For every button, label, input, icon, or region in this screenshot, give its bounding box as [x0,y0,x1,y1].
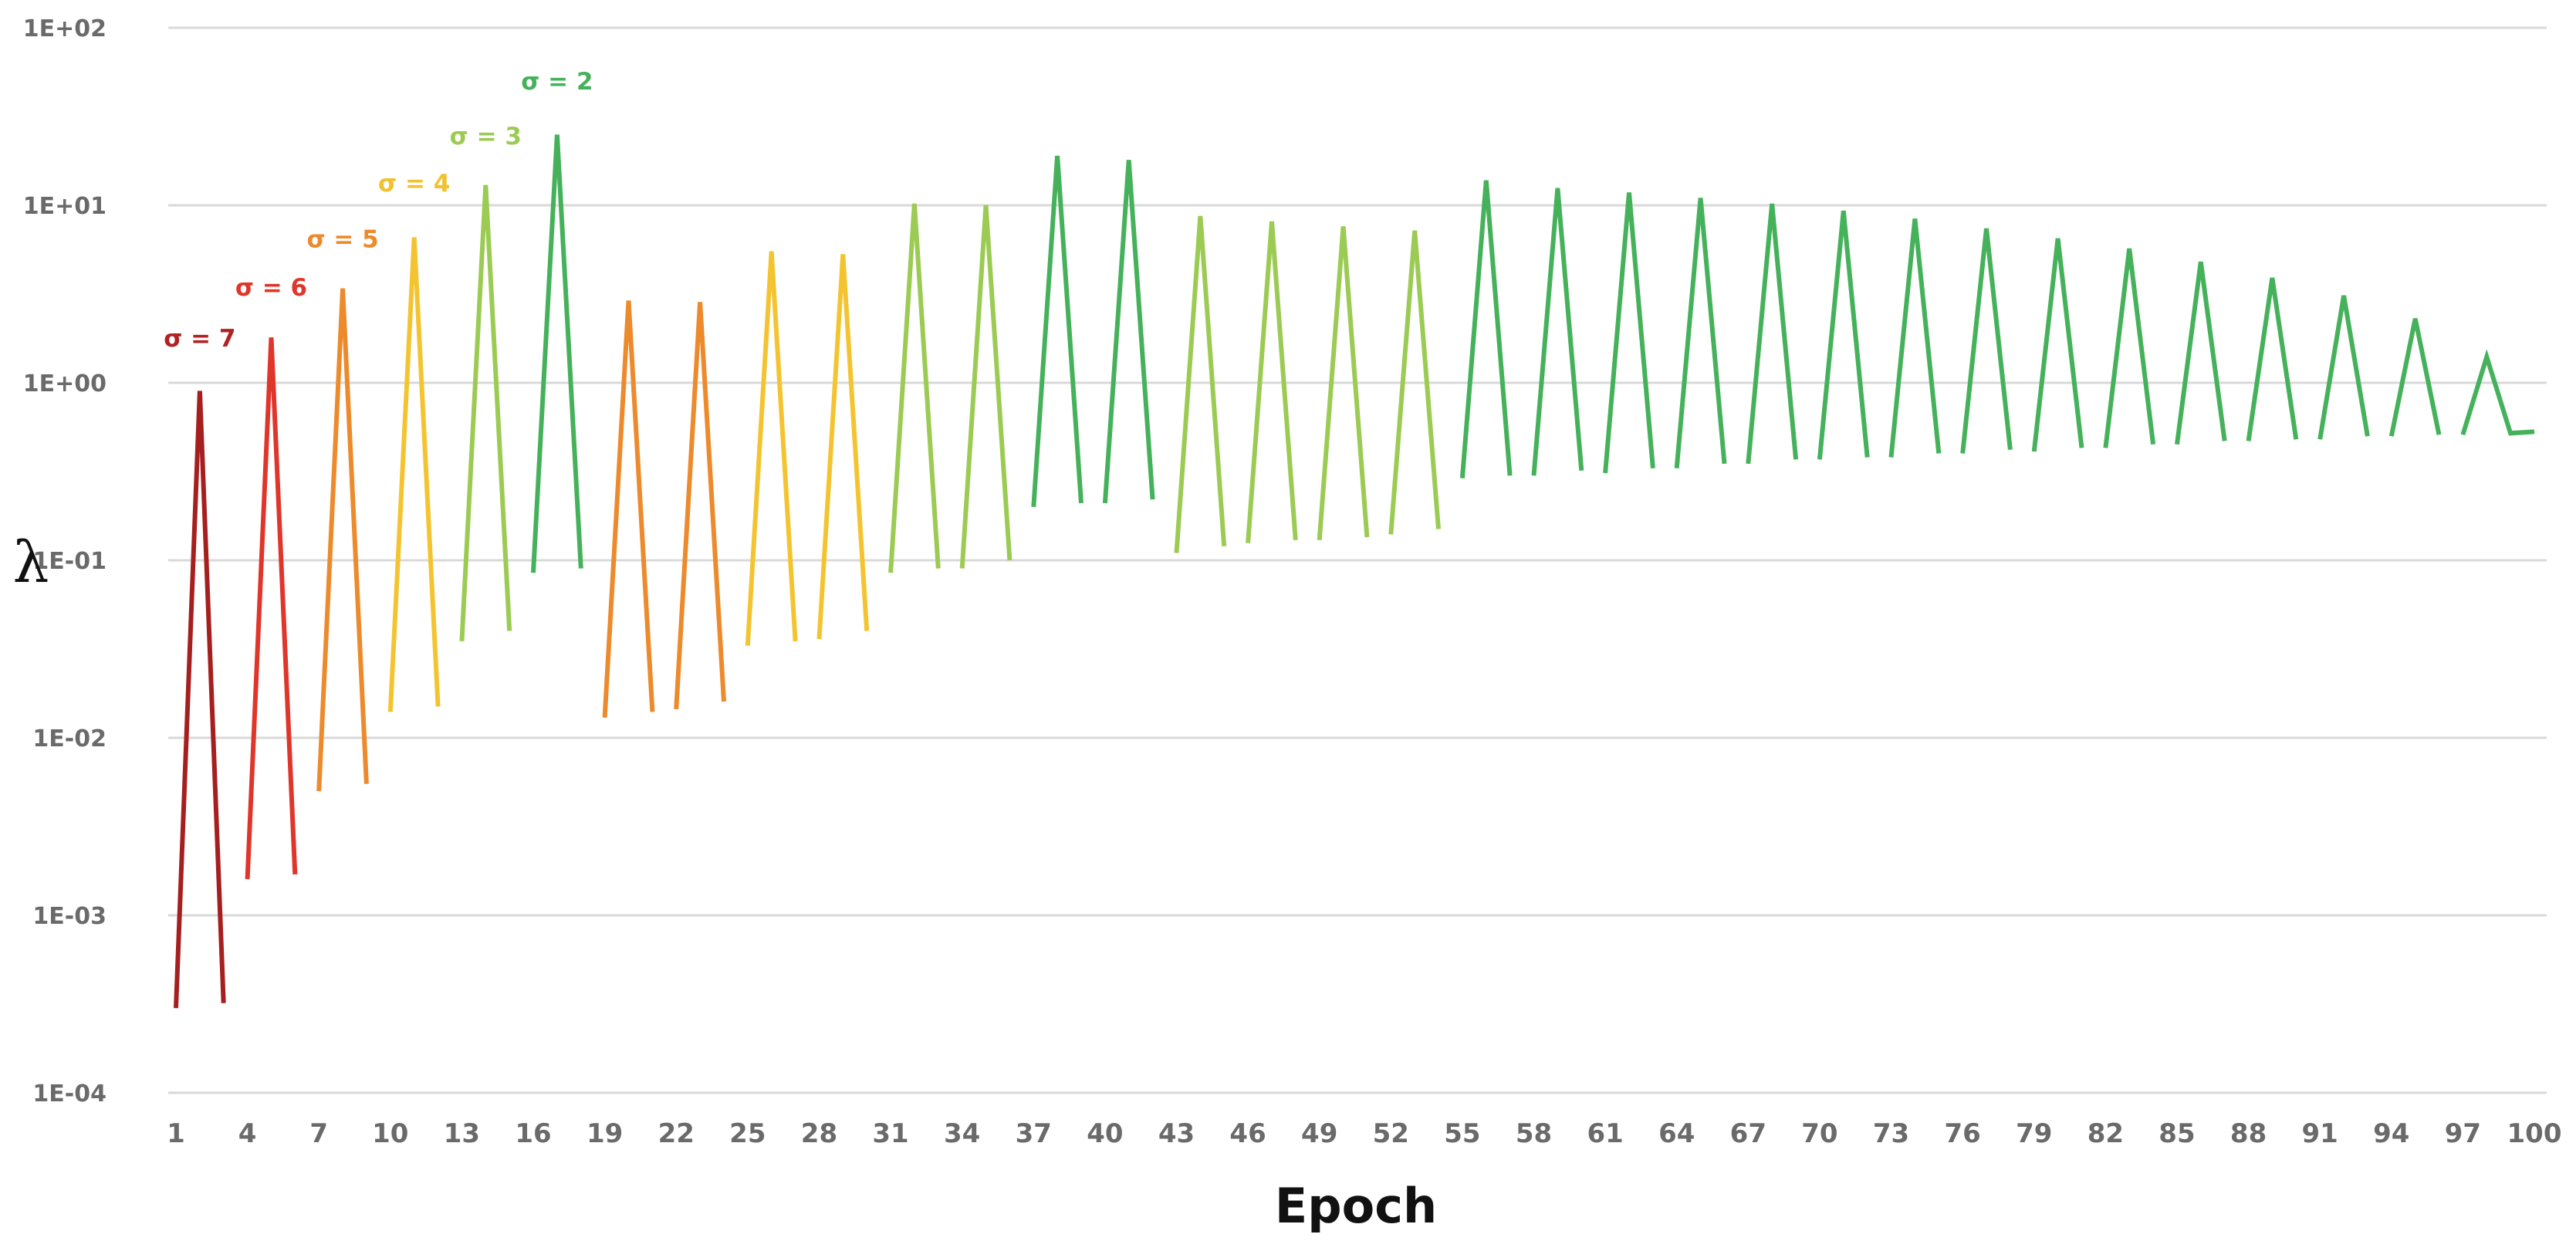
x-tick-label: 28 [801,1118,837,1149]
series-line [1960,228,2013,454]
x-tick-label: 19 [587,1118,623,1149]
y-tick-label: 1E-03 [32,903,106,930]
x-tick-label: 22 [658,1118,695,1149]
x-tick-label: 91 [2302,1118,2338,1149]
y-tick-label: 1E+00 [23,370,106,397]
x-tick-label: 46 [1229,1118,1266,1149]
x-tick-label: 13 [444,1118,480,1149]
sigma-annotation: σ = 7 [164,325,235,353]
x-tick-label: 49 [1301,1118,1337,1149]
y-tick-label: 1E-01 [32,548,106,575]
x-tick-label: 64 [1658,1118,1695,1149]
y-tick-label: 1E+01 [23,193,106,220]
x-axis-ticks: 1 4 7 10 13 16 19 22 25 28 31 34 37 40 43 46 49 52 55 58 61 6… [167,1118,2561,1149]
series-line [888,203,941,573]
sigma-annotation: σ = 4 [378,170,450,198]
x-tick-label: 88 [2230,1118,2267,1149]
series-line [2175,261,2227,445]
series-line [245,337,298,880]
x-tick-label: 79 [2016,1118,2052,1149]
series-line [1603,192,1655,474]
series-line [2388,318,2442,437]
x-tick-label: 40 [1087,1118,1123,1149]
series-line [745,251,798,646]
x-tick-label: 25 [729,1118,766,1149]
x-tick-label: 34 [944,1118,980,1149]
x-tick-label: 16 [515,1118,551,1149]
series-line [2460,349,2535,436]
series-line [1817,210,1870,460]
series-line [1246,221,1298,543]
x-tick-label: 61 [1587,1118,1623,1149]
x-tick-label: 37 [1016,1118,1052,1149]
series-line [1317,226,1370,541]
x-tick-label: 55 [1444,1118,1480,1149]
series-line [2246,277,2299,441]
series-line [316,288,369,792]
series-line [174,391,226,1009]
x-tick-label: 10 [372,1118,408,1149]
series-line [602,300,655,718]
x-tick-label: 67 [1730,1118,1766,1149]
series-line [816,254,870,640]
series-lines [174,134,2535,1009]
y-tick-label: 1E+02 [23,15,106,42]
series-line [1102,160,1155,504]
series-line [387,237,441,712]
series-line [2317,295,2370,440]
x-tick-label: 7 [309,1118,328,1149]
annotations: σ = 7σ = 6 σ = 5σ = 4σ = 3 σ = 2 [164,68,593,353]
series-line [1674,198,1727,468]
x-tick-label: 4 [238,1118,257,1149]
x-tick-label: 1 [167,1118,185,1149]
sigma-annotation: σ = 5 [306,225,378,253]
x-tick-label: 97 [2445,1118,2481,1149]
gridlines [168,26,2547,1094]
series-line [1888,218,1942,458]
series-line [1031,155,1083,508]
series-line [2031,238,2084,452]
x-tick-label: 82 [2088,1118,2124,1149]
x-tick-label: 43 [1158,1118,1195,1149]
y-tick-label: 1E-04 [32,1080,106,1107]
x-tick-label: 94 [2373,1118,2409,1149]
x-tick-label: 52 [1373,1118,1409,1149]
sigma-annotation: σ = 3 [450,123,522,150]
series-line [531,134,583,573]
series-line [674,302,726,710]
sigma-annotation: σ = 6 [235,274,307,302]
y-axis-ticks: 1E+02 1E+01 1E+00 1E-01 1E-02 1E-03 1E-04 [23,15,106,1107]
x-tick-label: 58 [1516,1118,1552,1149]
series-line [2103,248,2156,448]
sigma-annotation: σ = 2 [521,68,593,96]
y-tick-label: 1E-02 [32,725,106,752]
series-line [1531,188,1584,476]
series-line [959,205,1012,569]
series-line [459,184,512,642]
y-axis-title: λ [13,529,49,596]
series-line [1174,215,1227,553]
x-tick-label: 76 [1944,1118,1980,1149]
x-axis-title: Epoch [1275,1178,1437,1234]
x-tick-label: 85 [2158,1118,2195,1149]
x-tick-label: 100 [2507,1118,2562,1149]
series-line [1388,230,1441,535]
series-line [1746,203,1799,465]
x-tick-label: 31 [872,1118,908,1149]
series-line [1459,180,1513,478]
x-tick-label: 73 [1873,1118,1909,1149]
x-tick-label: 70 [1801,1118,1837,1149]
